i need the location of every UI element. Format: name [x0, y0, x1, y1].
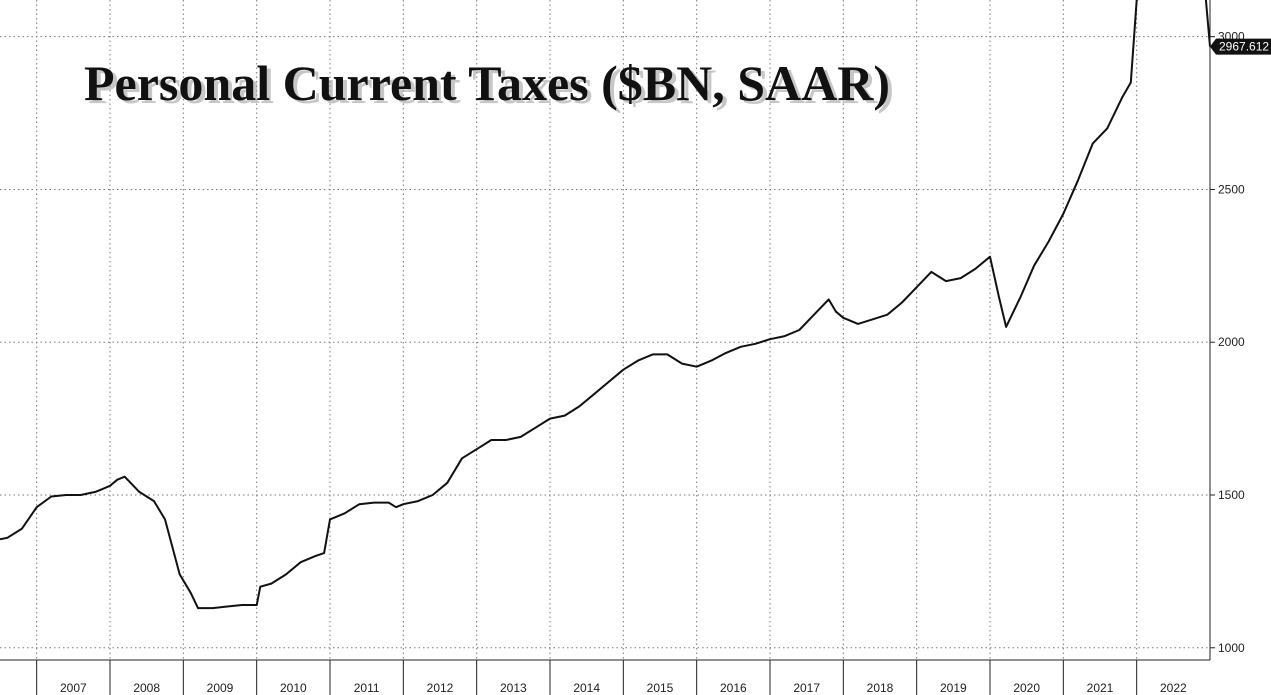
y-tick-label: 2000 [1218, 335, 1245, 349]
last-value-label: 2967.612 [1219, 40, 1269, 54]
grid-layer [0, 0, 1210, 660]
series-line [0, 0, 1211, 610]
series-layer [0, 0, 1211, 610]
title-layer: Personal Current Taxes ($BN, SAAR) Perso… [84, 55, 894, 114]
y-tick-label: 1500 [1218, 488, 1245, 502]
last-value-tag [1210, 38, 1271, 55]
x-tick-label: 2010 [280, 681, 307, 695]
x-tick-label: 2018 [867, 681, 894, 695]
axis-layer [0, 0, 1215, 695]
y-tick-label: 1000 [1218, 641, 1245, 655]
x-tick-label: 2008 [133, 681, 160, 695]
chart-title-shadow: Personal Current Taxes ($BN, SAAR) [88, 58, 894, 114]
x-tick-label: 2014 [573, 681, 600, 695]
y-tick-label: 2500 [1218, 182, 1245, 196]
x-tick-label: 2007 [60, 681, 87, 695]
x-tick-label: 2020 [1013, 681, 1040, 695]
x-tick-label: 2013 [500, 681, 527, 695]
x-tick-label: 2017 [793, 681, 820, 695]
x-tick-label: 2021 [1087, 681, 1114, 695]
chart-title: Personal Current Taxes ($BN, SAAR) [84, 55, 890, 111]
x-tick-label: 2022 [1160, 681, 1187, 695]
x-tick-label: 2016 [720, 681, 747, 695]
x-tick-label: 2015 [647, 681, 674, 695]
x-tick-label: 2019 [940, 681, 967, 695]
x-tick-label: 2012 [427, 681, 454, 695]
x-tick-label: 2009 [207, 681, 234, 695]
x-tick-label: 2011 [354, 681, 380, 695]
